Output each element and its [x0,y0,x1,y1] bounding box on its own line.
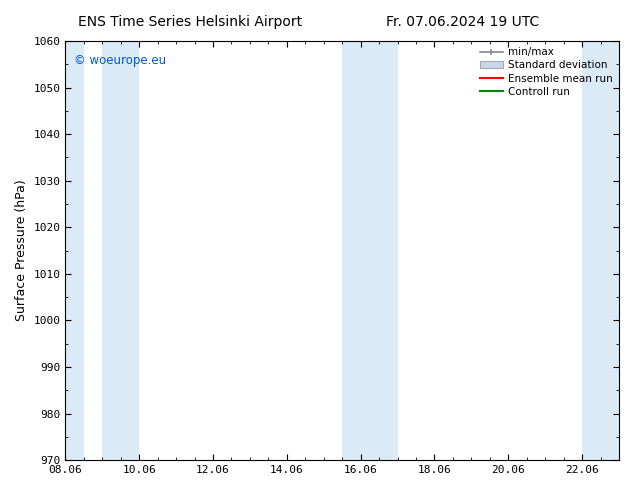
Text: ENS Time Series Helsinki Airport: ENS Time Series Helsinki Airport [78,15,302,29]
Text: © woeurope.eu: © woeurope.eu [74,53,166,67]
Legend: min/max, Standard deviation, Ensemble mean run, Controll run: min/max, Standard deviation, Ensemble me… [476,43,617,101]
Bar [102,41,139,460]
Text: Fr. 07.06.2024 19 UTC: Fr. 07.06.2024 19 UTC [386,15,540,29]
Bar [342,41,361,460]
Bar [582,41,619,460]
Bar [65,41,84,460]
Bar [361,41,398,460]
Y-axis label: Surface Pressure (hPa): Surface Pressure (hPa) [15,180,28,321]
